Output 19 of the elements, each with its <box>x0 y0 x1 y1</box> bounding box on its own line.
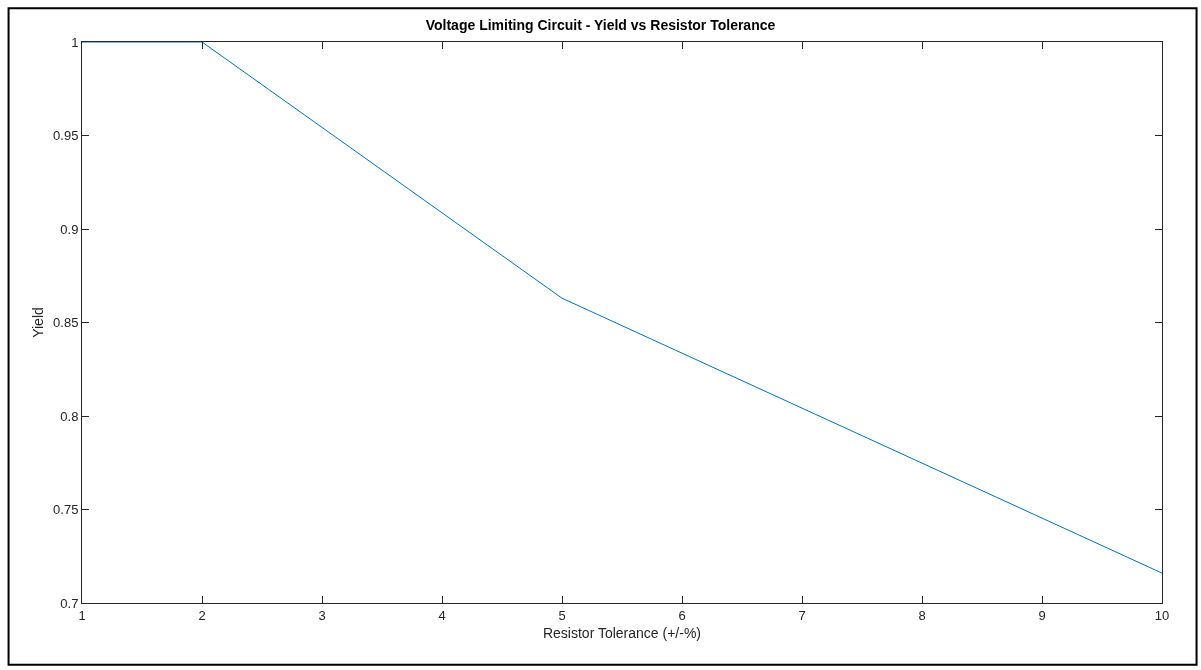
x-tick-label: 9 <box>1038 607 1046 623</box>
x-tick-label: 3 <box>318 607 326 623</box>
x-tick-label: 4 <box>438 607 446 623</box>
chart-title: Voltage Limiting Circuit - Yield vs Resistor Tolerance <box>425 17 776 34</box>
y-tick-label: 0.9 <box>60 221 79 237</box>
x-tick-label: 8 <box>918 607 926 623</box>
y-tick-label: 0.85 <box>53 315 79 331</box>
x-axis-title: Resistor Tolerance (+/-%) <box>542 624 702 641</box>
y-tick-label: 0.7 <box>60 595 79 611</box>
y-tick-label: 1 <box>71 34 79 50</box>
x-tick-label: 6 <box>678 607 686 623</box>
x-tick-label: 5 <box>558 607 566 623</box>
y-tick-label: 0.95 <box>53 128 79 144</box>
y-axis-title: Yield <box>29 307 46 338</box>
x-tick-label: 2 <box>198 607 206 623</box>
y-tick-label: 0.75 <box>53 502 79 518</box>
y-tick-label: 0.8 <box>60 408 79 424</box>
x-tick-label: 10 <box>1154 607 1170 623</box>
x-tick-label: 7 <box>798 607 806 623</box>
